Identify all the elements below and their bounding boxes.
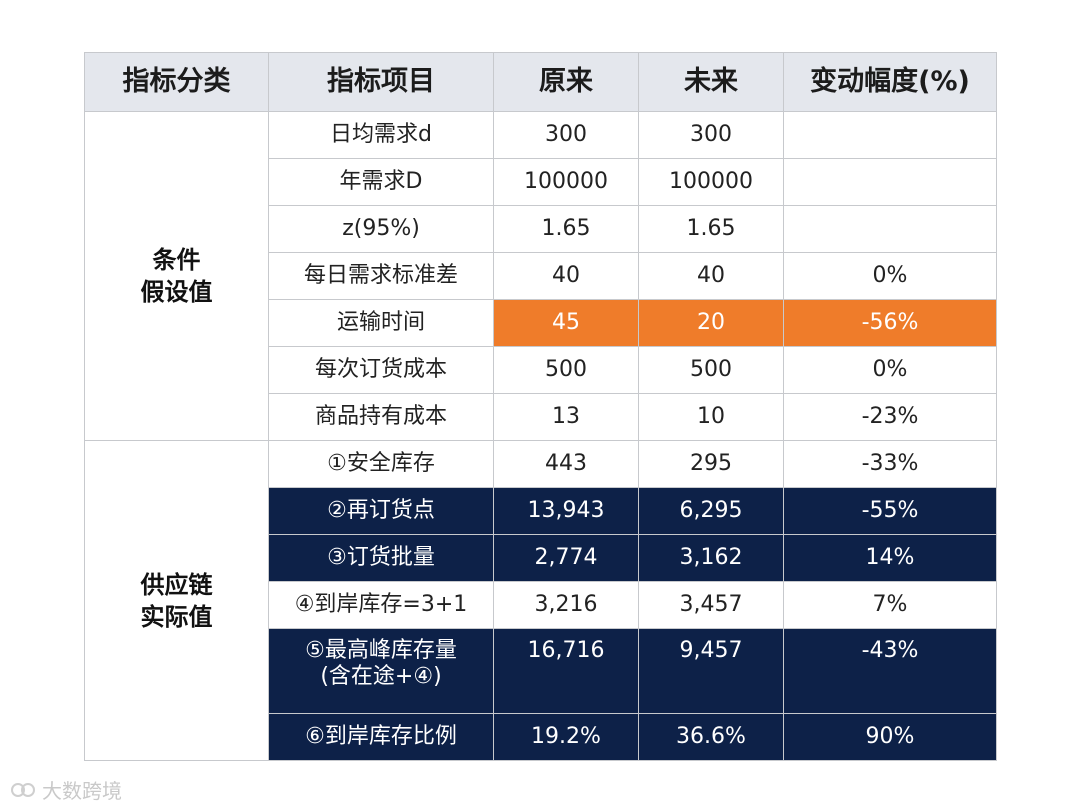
change-cell [783, 158, 997, 206]
after-cell: 100000 [638, 158, 784, 206]
item-line: (含在途+④) [320, 664, 442, 689]
item-cell: 运输时间 [268, 299, 494, 347]
table-row: 条件 假设值 日均需求d 300 300 [84, 111, 997, 441]
before-cell: 13,943 [493, 487, 639, 535]
watermark-text: 大数跨境 [42, 779, 122, 803]
change-cell: -56% [783, 299, 997, 347]
before-cell: 45 [493, 299, 639, 347]
item-cell: ③订货批量 [268, 534, 494, 582]
after-cell: 3,457 [638, 581, 784, 629]
before-cell: 16,716 [493, 628, 639, 714]
table-row: 每次订货成本 500 500 0% [85, 346, 997, 394]
after-cell: 500 [638, 346, 784, 394]
change-cell: 90% [783, 713, 997, 761]
table-row: ④到岸库存=3+1 3,216 3,457 7% [85, 581, 997, 629]
change-cell: 0% [783, 252, 997, 300]
category-line: 供应链 [140, 570, 213, 599]
item-cell: ①安全库存 [268, 440, 494, 488]
item-cell: ⑤最高峰库存量 (含在途+④) [268, 628, 494, 714]
header-row: 指标分类 指标项目 原来 未来 变动幅度(%) [84, 52, 997, 112]
inventory-comparison-table: 指标分类 指标项目 原来 未来 变动幅度(%) 条件 假设值 日均需求d 300… [84, 52, 997, 761]
before-cell: 100000 [493, 158, 639, 206]
before-cell: 300 [493, 111, 639, 159]
change-cell: -55% [783, 487, 997, 535]
change-cell: -23% [783, 393, 997, 441]
table-row: z(95%) 1.65 1.65 [85, 205, 997, 253]
before-cell: 3,216 [493, 581, 639, 629]
table-row: 供应链 实际值 ①安全库存 443 295 -33% [84, 440, 997, 761]
table-row: 每日需求标准差 40 40 0% [85, 252, 997, 300]
after-cell: 20 [638, 299, 784, 347]
category-line: 假设值 [140, 278, 213, 306]
item-cell: 每次订货成本 [268, 346, 494, 394]
item-cell: 日均需求d [268, 111, 494, 159]
header-item: 指标项目 [268, 52, 494, 112]
category-line: 实际值 [140, 602, 213, 631]
item-cell: 年需求D [268, 158, 494, 206]
item-line: ⑤最高峰库存量 [305, 638, 457, 663]
item-cell: 每日需求标准差 [268, 252, 494, 300]
after-cell: 1.65 [638, 205, 784, 253]
after-cell: 10 [638, 393, 784, 441]
after-cell: 40 [638, 252, 784, 300]
category-line: 条件 [152, 246, 201, 274]
before-cell: 40 [493, 252, 639, 300]
watermark: 大数跨境 [10, 775, 122, 804]
header-category: 指标分类 [84, 52, 269, 112]
change-cell [783, 111, 997, 159]
before-cell: 19.2% [493, 713, 639, 761]
after-cell: 6,295 [638, 487, 784, 535]
before-cell: 1.65 [493, 205, 639, 253]
after-cell: 36.6% [638, 713, 784, 761]
table-row: 商品持有成本 13 10 -23% [85, 393, 997, 441]
change-cell [783, 205, 997, 253]
table-row-dark: ⑥到岸库存比例 19.2% 36.6% 90% [85, 713, 997, 761]
after-cell: 300 [638, 111, 784, 159]
item-cell: ④到岸库存=3+1 [268, 581, 494, 629]
change-cell: 14% [783, 534, 997, 582]
header-before: 原来 [493, 52, 639, 112]
table-row-dark: ⑤最高峰库存量 (含在途+④) 16,716 9,457 -43% [85, 628, 997, 714]
change-cell: 7% [783, 581, 997, 629]
item-cell: ⑥到岸库存比例 [268, 713, 494, 761]
item-cell: 商品持有成本 [268, 393, 494, 441]
change-cell: -33% [783, 440, 997, 488]
category-assumptions: 条件 假设值 [84, 111, 269, 441]
change-cell: -43% [783, 628, 997, 714]
brand-logo-icon [10, 779, 36, 801]
item-cell: ②再订货点 [268, 487, 494, 535]
after-cell: 3,162 [638, 534, 784, 582]
before-cell: 2,774 [493, 534, 639, 582]
change-cell: 0% [783, 346, 997, 394]
before-cell: 13 [493, 393, 639, 441]
header-change: 变动幅度(%) [783, 52, 997, 112]
category-actuals: 供应链 实际值 [84, 440, 269, 761]
header-after: 未来 [638, 52, 784, 112]
after-cell: 295 [638, 440, 784, 488]
item-cell: z(95%) [268, 205, 494, 253]
table-row-highlighted: 运输时间 45 20 -56% [85, 299, 997, 347]
table-row-dark: ②再订货点 13,943 6,295 -55% [85, 487, 997, 535]
table-row-dark: ③订货批量 2,774 3,162 14% [85, 534, 997, 582]
before-cell: 443 [493, 440, 639, 488]
after-cell: 9,457 [638, 628, 784, 714]
before-cell: 500 [493, 346, 639, 394]
